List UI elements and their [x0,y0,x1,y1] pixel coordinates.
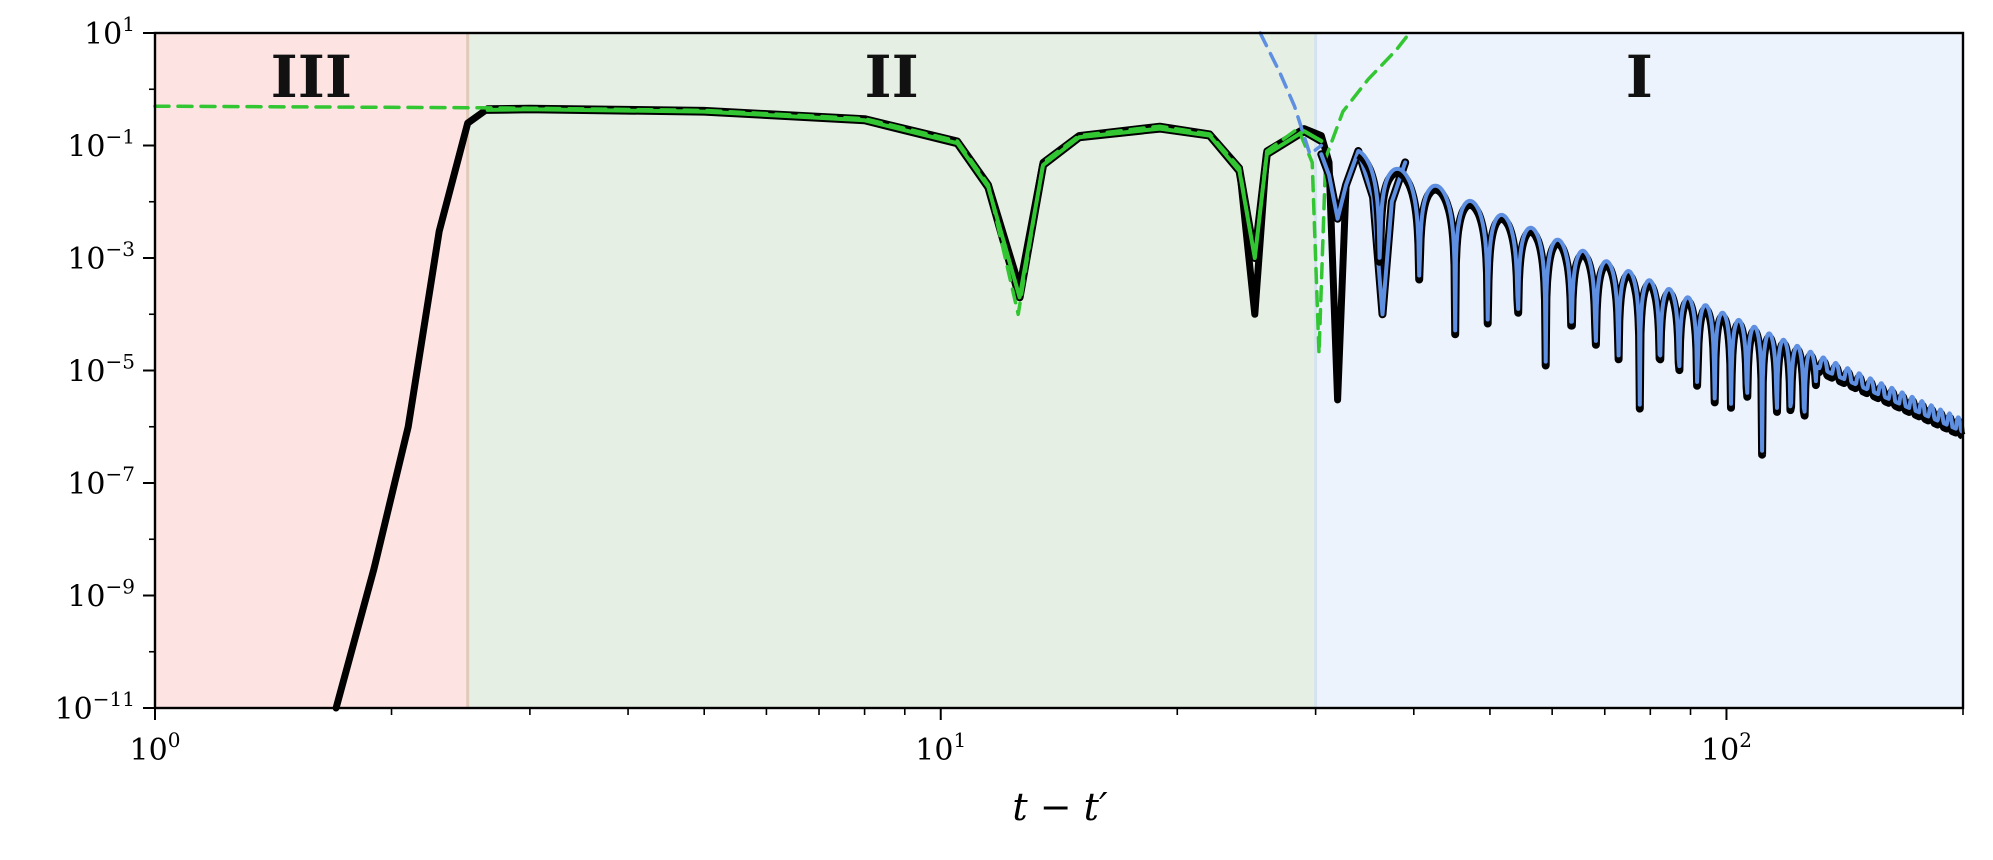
y-tick-label-1: 101 [84,12,135,52]
region-labels-layer: III II I [271,43,1653,111]
series-blue-tail [1357,149,1965,453]
y-axis: 101 10−1 10−3 10−5 10−7 10−9 10−11 [55,12,155,727]
y-tick-label-9: 10−9 [67,575,135,615]
series-blue-dashed [1258,31,1324,156]
region-iii [155,33,468,708]
x-axis-label: t − t′ [1012,785,1108,829]
y-tick-label-7: 10−7 [67,462,135,502]
x-tick-label-1: 101 [915,728,966,768]
series-layer [153,31,1967,712]
regions-layer [155,33,1963,708]
y-tick-label-3: 10−3 [67,237,135,277]
region-label-i: I [1626,43,1653,111]
y-tick-label-5: 10−5 [67,350,135,390]
y-tick-label-1: 10−1 [67,125,135,165]
y-tick-label-11: 10−11 [55,687,135,727]
region-ii [467,33,1316,708]
region-label-ii: II [865,43,919,111]
x-tick-label-2: 102 [1701,728,1752,768]
region-label-iii: III [271,43,352,111]
series-green-dashed [153,31,1412,356]
x-axis: 100 101 102 [130,708,1964,768]
x-tick-label-0: 100 [130,728,181,768]
